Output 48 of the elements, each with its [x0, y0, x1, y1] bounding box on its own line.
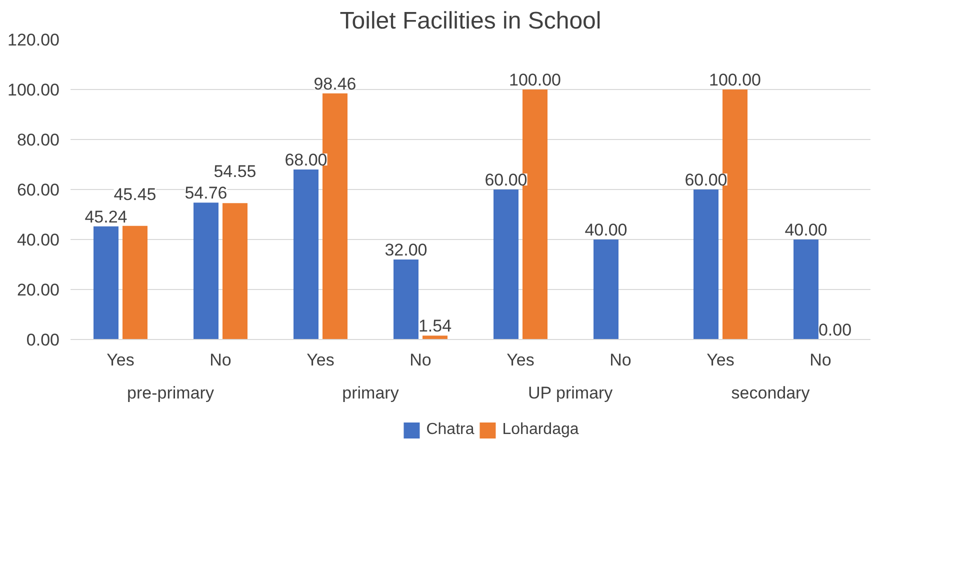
data-label: 60.00	[684, 170, 728, 190]
bar	[194, 202, 218, 340]
x-tick-label: Yes	[106, 350, 134, 370]
y-tick-label: 120.00	[8, 30, 60, 50]
x-tick-label: Yes	[706, 350, 734, 370]
x-tick-label: No	[810, 350, 832, 370]
y-tick-label: 20.00	[16, 280, 60, 300]
data-label: 40.00	[784, 220, 828, 240]
x-tick-label: Yes	[506, 350, 534, 370]
y-tick-label: 100.00	[8, 80, 60, 100]
bar	[694, 190, 718, 340]
data-label: 54.76	[184, 184, 228, 203]
data-label: 0.00	[818, 320, 852, 340]
data-label: 60.00	[484, 170, 528, 190]
text: primary	[342, 384, 400, 402]
data-label: 40.00	[584, 220, 628, 240]
y-tick-label: 0.00	[26, 330, 60, 350]
data-label: 98.46	[314, 74, 356, 94]
x-tick-label: No	[210, 350, 232, 370]
data-label: 100.00	[709, 70, 761, 90]
legend-label: Chatra	[426, 421, 474, 439]
bar	[94, 226, 118, 340]
bar	[494, 190, 518, 340]
bar	[794, 240, 818, 340]
bar	[294, 170, 318, 340]
data-label: 68.00	[284, 150, 328, 170]
data-label: 32.00	[384, 240, 428, 260]
data-label: 45.24	[84, 207, 128, 226]
x-tick-label: No	[610, 350, 632, 370]
bar	[394, 260, 418, 340]
data-label: 54.55	[214, 162, 256, 182]
bar	[422, 336, 448, 340]
bar	[594, 240, 618, 340]
data-label: 1.54	[418, 316, 452, 336]
text: secondary	[731, 384, 810, 402]
bar	[122, 226, 148, 340]
data-label: 45.45	[114, 184, 156, 204]
x-tick-label: No	[410, 350, 432, 370]
y-tick-label: 80.00	[16, 130, 60, 150]
data-label: 100.00	[509, 70, 561, 90]
bar	[222, 203, 248, 340]
chart-title: Toilet Facilities in School	[340, 8, 602, 34]
y-tick-label: 40.00	[16, 230, 60, 250]
x-tick-label: Yes	[306, 350, 334, 370]
legend-label: Lohardaga	[502, 421, 579, 439]
text: pre-primary	[127, 384, 214, 402]
y-tick-label: 60.00	[16, 180, 60, 200]
text: UP primary	[528, 384, 614, 402]
